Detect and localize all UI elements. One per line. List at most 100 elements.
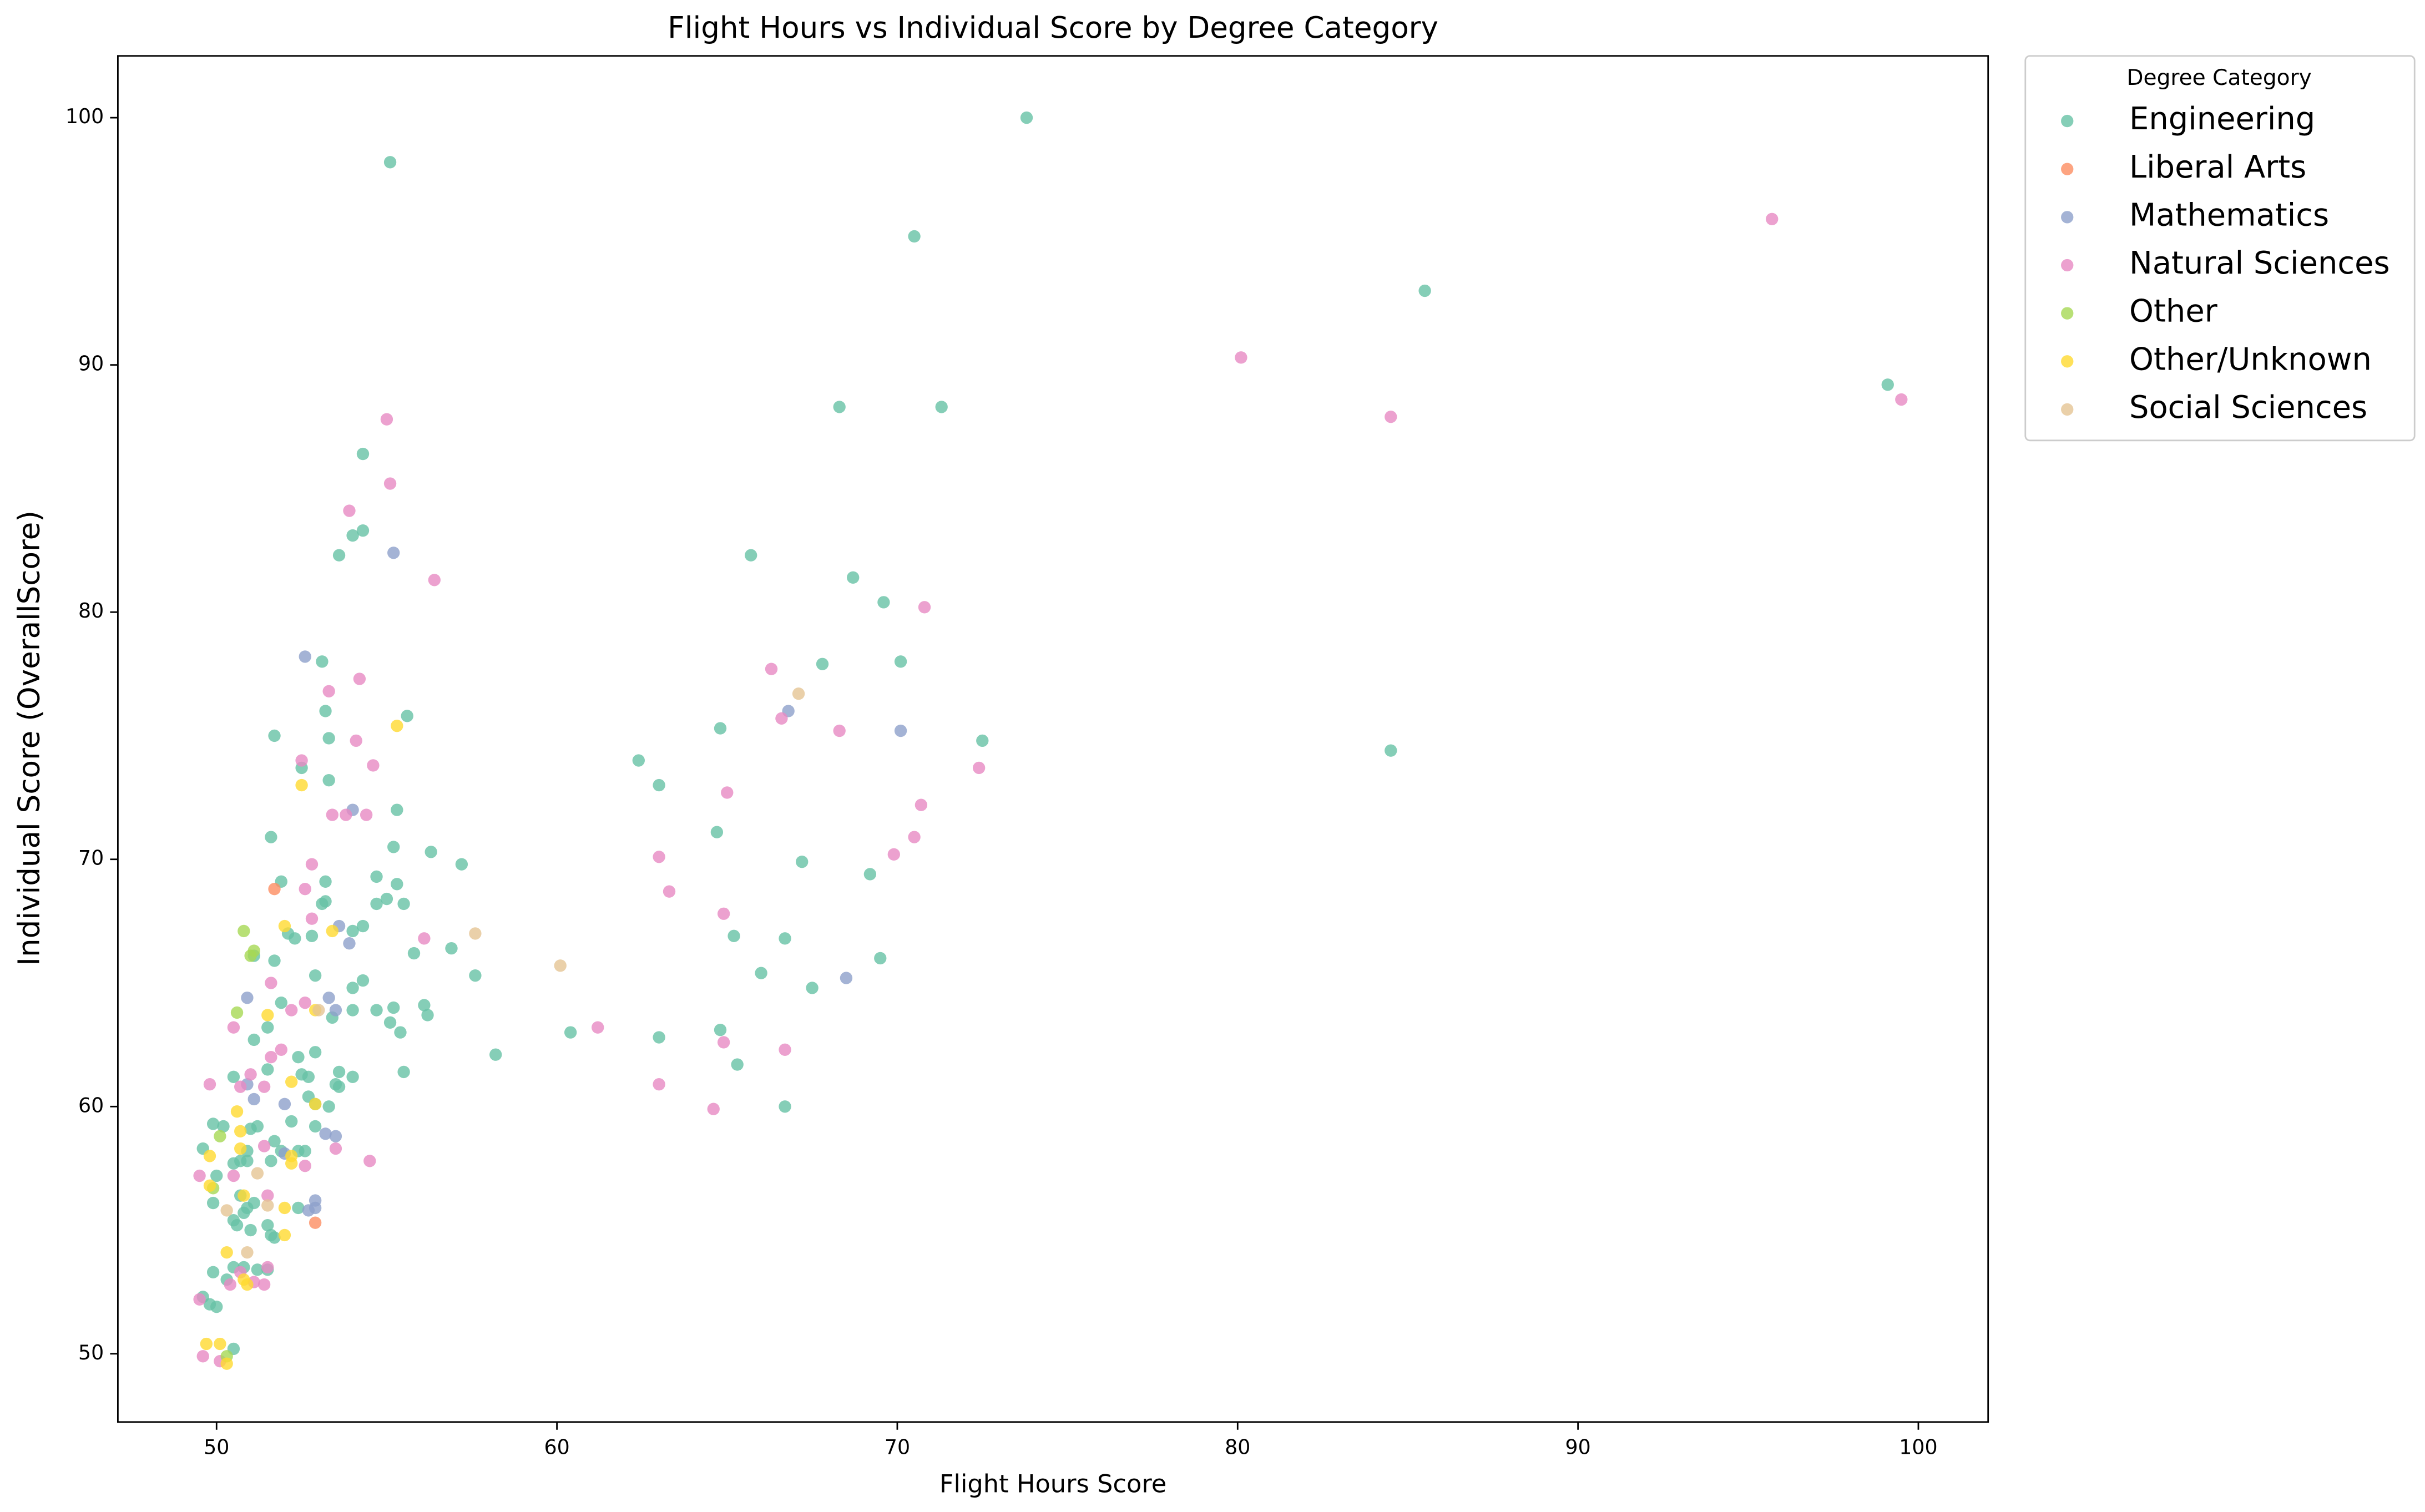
data-point [887,848,900,861]
data-point [779,1043,791,1056]
data-point [455,858,468,871]
data-point [275,996,287,1009]
x-tick-label: 100 [1899,1435,1937,1459]
data-point [244,949,257,962]
legend-marker [2061,114,2074,128]
data-point [779,932,791,945]
data-point [592,1021,604,1034]
data-point [257,1278,271,1291]
data-point [397,1065,410,1079]
data-point [653,851,665,863]
data-point [268,729,281,742]
data-point [247,1033,260,1046]
legend-marker [2061,355,2074,368]
data-point [383,156,397,169]
data-point [1881,378,1894,391]
data-point [391,878,403,891]
data-point [1418,284,1431,297]
legend-marker [2061,163,2074,175]
data-point [193,1169,206,1182]
data-point [316,655,329,668]
y-tick-label: 70 [78,846,104,870]
data-point [425,846,437,858]
y-tick-label: 60 [78,1093,104,1117]
x-tick-label: 50 [204,1435,229,1459]
data-point [707,1103,720,1115]
data-point [329,1130,342,1142]
data-point [397,897,410,911]
x-axis-label: Flight Hours Score [939,1469,1166,1498]
data-point [203,1179,216,1192]
data-point [731,1058,744,1071]
data-point [564,1026,577,1039]
data-point [755,967,767,979]
plot-frame [117,55,1989,1423]
data-point [220,1246,233,1259]
data-point [370,897,383,911]
data-point [367,759,380,772]
data-point [196,1350,209,1363]
data-point [356,974,370,987]
data-point [816,658,829,670]
data-point [295,778,308,792]
data-point [285,1157,298,1170]
data-point [833,724,846,737]
data-point [285,1075,298,1088]
data-point [302,1204,315,1217]
data-point [370,870,383,883]
data-point [241,1246,254,1259]
data-point [295,1068,308,1081]
data-point [779,1100,791,1113]
data-point [278,1228,291,1242]
data-point [401,710,413,722]
data-point [265,977,277,989]
data-point [346,1004,359,1017]
data-point [387,1001,400,1014]
data-point [383,1016,397,1029]
legend-marker [2061,307,2074,320]
data-point [305,912,319,925]
data-point [214,1130,226,1142]
data-point [227,1021,240,1034]
data-point [319,875,332,888]
data-point [234,1142,247,1155]
data-point [257,1080,271,1093]
data-point [710,826,724,838]
data-point [353,672,366,685]
legend-label: Mathematics [2129,197,2329,233]
legend-box [2024,55,2416,442]
data-point [908,230,921,243]
data-point [663,885,676,898]
data-point [1895,393,1908,406]
data-point [714,722,727,735]
data-point [251,1263,264,1276]
data-point [238,1206,250,1220]
data-point [346,924,359,938]
data-point [653,778,665,792]
data-point [309,1216,322,1229]
legend-title: Degree Category [2126,65,2311,90]
data-point [728,929,740,943]
data-point [220,1204,233,1217]
data-point [380,413,393,426]
data-point [268,883,281,896]
data-point [278,919,291,933]
data-point [765,663,778,675]
data-point [935,401,948,413]
data-point [210,1169,223,1182]
data-point [717,907,730,920]
data-point [224,1278,236,1291]
data-point [200,1337,213,1351]
data-point [241,1278,254,1291]
chart-title: Flight Hours vs Individual Score by Degr… [668,11,1438,45]
data-point [203,1150,216,1162]
data-point [329,1004,342,1017]
data-point [309,1098,322,1111]
data-point [265,831,277,843]
data-point [289,932,301,945]
data-point [261,1021,274,1034]
data-point [370,1004,383,1017]
data-point [206,1117,220,1130]
